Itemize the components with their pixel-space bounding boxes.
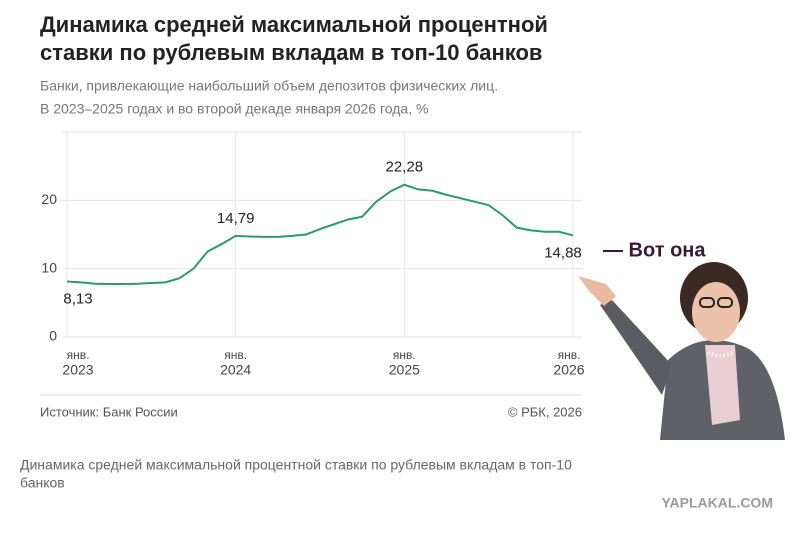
chart-title: ставки по рублевым вкладам в топ-10 банк… (40, 40, 542, 65)
copyright: © РБК, 2026 (508, 404, 582, 419)
pearls (706, 350, 735, 358)
chart-subtitle: Банки, привлекающие наибольший объем деп… (40, 78, 498, 94)
chart-subtitle: В 2023–2025 годах и во второй декаде янв… (40, 101, 428, 117)
data-label: 8,13 (63, 290, 92, 307)
annotation: — Вот она (603, 239, 706, 261)
arm (600, 300, 672, 395)
glasses (717, 297, 733, 308)
caption: Динамика средней максимальной процентной… (20, 457, 572, 473)
photo (578, 262, 795, 440)
y-tick-label: 20 (41, 191, 57, 207)
x-tick-label: янв. (558, 348, 581, 362)
hand (578, 276, 616, 306)
chart-title: Динамика средней максимальной процентной (40, 12, 548, 37)
data-label: 14,79 (217, 210, 255, 227)
x-tick-label: 2025 (389, 362, 420, 378)
caption: банков (20, 475, 65, 491)
x-tick-label: 2024 (220, 362, 251, 378)
y-tick-label: 10 (41, 259, 57, 275)
x-tick-label: 2026 (553, 362, 584, 378)
glasses (699, 297, 715, 308)
y-tick-label: 0 (49, 328, 57, 344)
blouse (705, 345, 740, 425)
x-tick-label: 2023 (62, 362, 93, 378)
data-label: 14,88 (544, 244, 582, 261)
x-tick-label: янв. (224, 348, 247, 362)
data-label: 22,28 (386, 159, 424, 176)
x-tick-label: янв. (393, 348, 416, 362)
watermark: YAPLAKAL.COM (662, 495, 774, 511)
source: Источник: Банк России (40, 404, 178, 419)
x-tick-label: янв. (67, 348, 90, 362)
face (692, 282, 740, 342)
data-line (66, 183, 574, 286)
